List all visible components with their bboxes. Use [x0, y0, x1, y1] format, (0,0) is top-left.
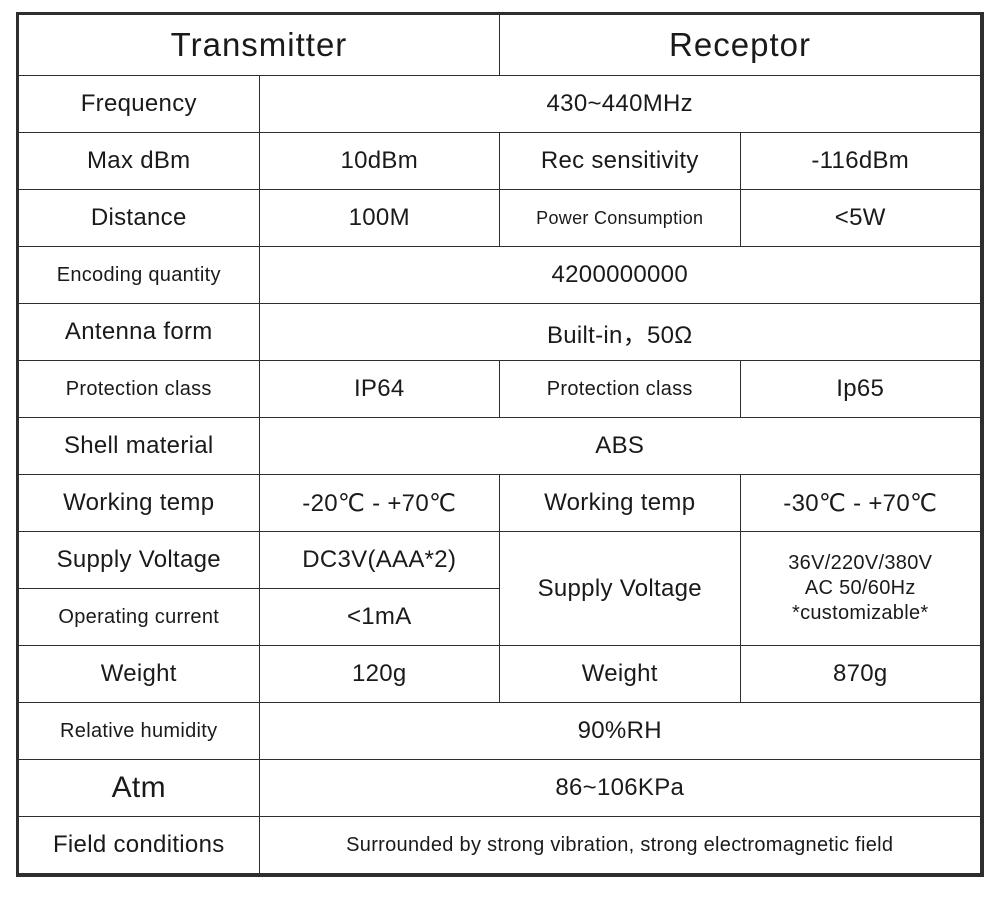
table-row: Protection class IP64 Protection class I…: [19, 361, 981, 418]
value-temp-rx: -30℃ - +70℃: [740, 475, 981, 532]
value-weight-tx: 120g: [259, 646, 500, 703]
value-maxdbm: 10dBm: [259, 133, 500, 190]
table-row: Frequency 430~440MHz: [19, 76, 981, 133]
label-distance: Distance: [19, 190, 260, 247]
table-row: Transmitter Receptor: [19, 15, 981, 76]
table-row: Encoding quantity 4200000000: [19, 247, 981, 304]
label-weight-rx: Weight: [500, 646, 741, 703]
value-protection-tx: IP64: [259, 361, 500, 418]
label-antenna: Antenna form: [19, 304, 260, 361]
table-row: Shell material ABS: [19, 418, 981, 475]
label-weight-tx: Weight: [19, 646, 260, 703]
value-protection-rx: Ip65: [740, 361, 981, 418]
table-row: Weight 120g Weight 870g: [19, 646, 981, 703]
value-humidity: 90%RH: [259, 703, 981, 760]
label-field: Field conditions: [19, 817, 260, 874]
label-humidity: Relative humidity: [19, 703, 260, 760]
value-supply-rx: 36V/220V/380V AC 50/60Hz *customizable*: [740, 532, 981, 646]
label-temp-tx: Working temp: [19, 475, 260, 532]
label-frequency: Frequency: [19, 76, 260, 133]
table-row: Field conditions Surrounded by strong vi…: [19, 817, 981, 874]
value-shell: ABS: [259, 418, 981, 475]
label-protection-rx: Protection class: [500, 361, 741, 418]
label-shell: Shell material: [19, 418, 260, 475]
table-row: Supply Voltage DC3V(AAA*2) Supply Voltag…: [19, 532, 981, 589]
table-row: Relative humidity 90%RH: [19, 703, 981, 760]
value-atm: 86~106KPa: [259, 760, 981, 817]
label-protection-tx: Protection class: [19, 361, 260, 418]
value-frequency: 430~440MHz: [259, 76, 981, 133]
table-row: Distance 100M Power Consumption <5W: [19, 190, 981, 247]
label-supply-tx: Supply Voltage: [19, 532, 260, 589]
label-temp-rx: Working temp: [500, 475, 741, 532]
spec-table: Transmitter Receptor Frequency 430~440MH…: [18, 14, 981, 874]
label-encoding: Encoding quantity: [19, 247, 260, 304]
value-rec-sensitivity: -116dBm: [740, 133, 981, 190]
label-rec-sensitivity: Rec sensitivity: [500, 133, 741, 190]
table-row: Atm 86~106KPa: [19, 760, 981, 817]
label-opcurrent: Operating current: [19, 589, 260, 646]
value-antenna: Built-in，50Ω: [259, 304, 981, 361]
label-atm: Atm: [19, 760, 260, 817]
value-opcurrent: <1mA: [259, 589, 500, 646]
label-supply-rx: Supply Voltage: [500, 532, 741, 646]
value-supply-tx: DC3V(AAA*2): [259, 532, 500, 589]
value-temp-tx: -20℃ - +70℃: [259, 475, 500, 532]
header-transmitter: Transmitter: [19, 15, 500, 76]
value-distance: 100M: [259, 190, 500, 247]
value-encoding: 4200000000: [259, 247, 981, 304]
spec-table-frame: Transmitter Receptor Frequency 430~440MH…: [16, 12, 984, 877]
value-weight-rx: 870g: [740, 646, 981, 703]
value-field: Surrounded by strong vibration, strong e…: [259, 817, 981, 874]
table-row: Working temp -20℃ - +70℃ Working temp -3…: [19, 475, 981, 532]
label-maxdbm: Max dBm: [19, 133, 260, 190]
table-row: Max dBm 10dBm Rec sensitivity -116dBm: [19, 133, 981, 190]
label-power-consumption: Power Consumption: [500, 190, 741, 247]
table-row: Antenna form Built-in，50Ω: [19, 304, 981, 361]
value-power-consumption: <5W: [740, 190, 981, 247]
header-receptor: Receptor: [500, 15, 981, 76]
